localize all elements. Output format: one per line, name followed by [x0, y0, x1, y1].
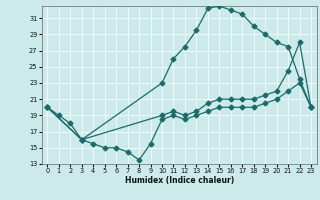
X-axis label: Humidex (Indice chaleur): Humidex (Indice chaleur)	[124, 176, 234, 185]
